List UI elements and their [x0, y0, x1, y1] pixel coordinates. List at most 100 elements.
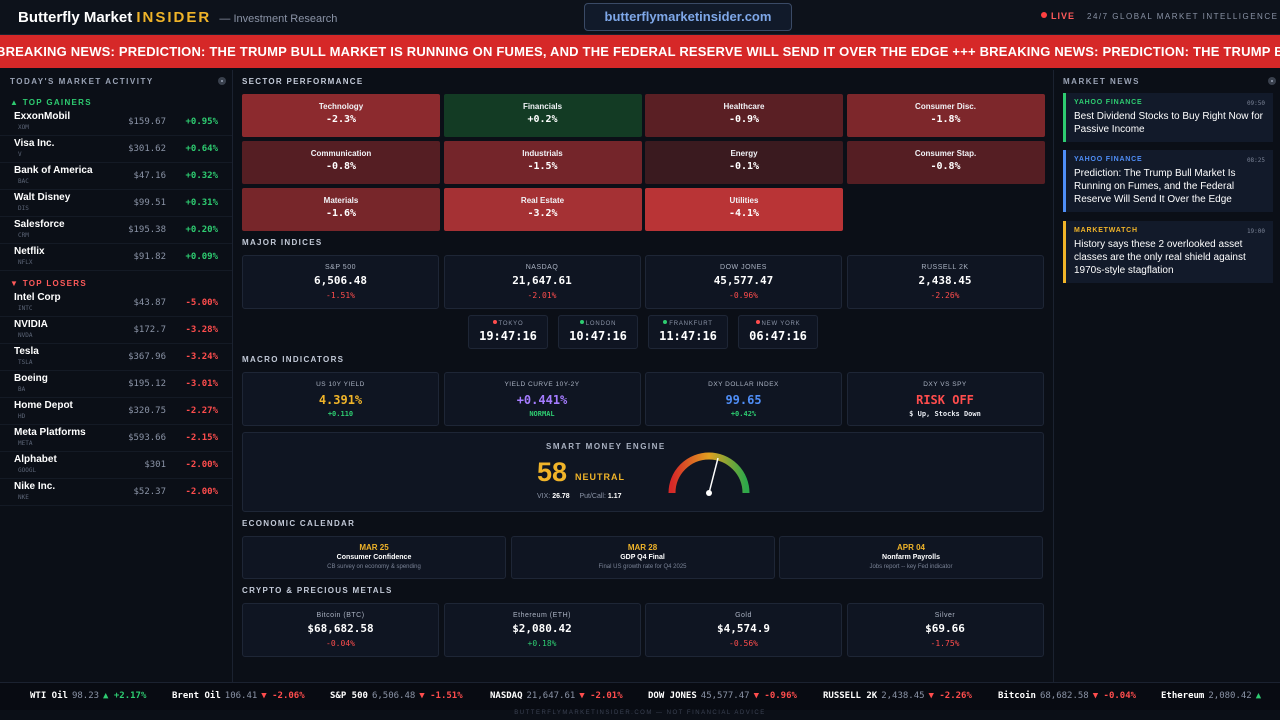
stock-price: $593.66	[128, 433, 166, 443]
asset-card[interactable]: Silver $69.66 -1.75%	[846, 603, 1044, 657]
calendar-event[interactable]: MAR 28 GDP Q4 Final Final US growth rate f…	[510, 536, 775, 579]
stock-row[interactable]: Netflix NFLX $91.82 +0.09%	[0, 244, 232, 271]
calendar-event[interactable]: APR 04 Nonfarm Payrolls Jobs report -- key…	[779, 536, 1043, 579]
stock-row[interactable]: Meta Platforms META $593.66 -2.15%	[0, 425, 232, 452]
asset-card[interactable]: Bitcoin (BTC) $68,682.58 -0.04%	[242, 603, 439, 657]
clock-city: FRANKFURT	[669, 321, 713, 327]
sector-tile[interactable]: Communication -0.8%	[242, 141, 440, 184]
macro-value: +0.441%	[516, 393, 568, 407]
ticker-item[interactable]: NASDAQ 21,647.61 ▼ -2.01%	[490, 691, 623, 701]
macro-card[interactable]: DXY DOLLAR INDEX 99.65 +0.42%	[645, 372, 842, 426]
stock-ticker: BAC	[18, 178, 29, 185]
news-item[interactable]: YAHOO FINANCE 08:25 Prediction: The Trump …	[1063, 150, 1273, 212]
stock-name: Bank of America	[14, 165, 93, 176]
sector-tile[interactable]: Consumer Stap. -0.8%	[846, 141, 1045, 184]
sector-tile[interactable]: Technology -2.3%	[242, 94, 440, 137]
stock-row[interactable]: Home Depot HD $320.75 -2.27%	[0, 398, 232, 425]
engine-meta: VIX: 26.78 Put/Call: 1.17	[537, 493, 622, 500]
ticker-item[interactable]: RUSSELL 2K 2,438.45 ▼ -2.26%	[823, 691, 972, 701]
sector-tile[interactable]: Consumer Disc. -1.8%	[846, 94, 1045, 137]
stock-change: -2.00%	[185, 487, 218, 497]
macro-card[interactable]: DXY VS SPY RISK OFF $ Up, Stocks Down	[846, 372, 1044, 426]
stock-price: $367.96	[128, 352, 166, 362]
stock-change: -3.28%	[185, 325, 218, 335]
ticker-item[interactable]: Brent Oil 106.41 ▼ -2.06%	[172, 691, 305, 701]
index-card[interactable]: S&P 500 6,506.48 -1.51%	[242, 255, 439, 309]
ticker-item[interactable]: S&P 500 6,506.48 ▼ -1.51%	[330, 691, 463, 701]
ticker-name: RUSSELL 2K	[823, 691, 878, 701]
panel-menu-icon[interactable]	[218, 77, 226, 85]
asset-card[interactable]: Ethereum (ETH) $2,080.42 +0.18%	[443, 603, 641, 657]
index-name: RUSSELL 2K	[921, 264, 969, 271]
ticker-name: Brent Oil	[172, 691, 221, 701]
sector-tile[interactable]: Healthcare -0.9%	[645, 94, 843, 137]
calendar-event[interactable]: MAR 25 Consumer Confidence CB survey on ec…	[242, 536, 506, 579]
index-card[interactable]: NASDAQ 21,647.61 -2.01%	[443, 255, 641, 309]
stock-change: +0.32%	[185, 171, 218, 181]
macro-card[interactable]: US 10Y YIELD 4.391% +0.110	[242, 372, 439, 426]
ticker-item[interactable]: Ethereum 2,080.42 ▲	[1161, 691, 1261, 701]
asset-name: Ethereum (ETH)	[513, 612, 571, 619]
stock-row[interactable]: Bank of America BAC $47.16 +0.32%	[0, 163, 232, 190]
stock-row[interactable]: Boeing BA $195.12 -3.01%	[0, 371, 232, 398]
live-indicator: LIVE	[1041, 11, 1075, 21]
clock-city-label: NEW YORK	[739, 320, 817, 327]
major-indices-title: MAJOR INDICES	[242, 238, 323, 247]
stock-price: $47.16	[133, 171, 166, 181]
clock-time: 11:47:16	[659, 329, 717, 343]
index-change: -1.51%	[326, 291, 355, 300]
stock-row[interactable]: Salesforce CRM $195.38 +0.20%	[0, 217, 232, 244]
sector-value: +0.2%	[527, 114, 558, 125]
news-item[interactable]: MARKETWATCH 19:00 History says these 2 ove…	[1063, 221, 1273, 283]
sector-tile[interactable]: Energy -0.1%	[645, 141, 843, 184]
stock-row[interactable]: Nike Inc. NKE $52.37 -2.00%	[0, 479, 232, 506]
stock-ticker: NKE	[18, 494, 29, 501]
clock-city-label: TOKYO	[469, 320, 547, 327]
sector-tile[interactable]: Real Estate -3.2%	[443, 188, 642, 231]
ticker-item[interactable]: Bitcoin 68,682.58 ▼ -0.04%	[998, 691, 1136, 701]
engine-state: NEUTRAL	[575, 472, 625, 482]
top-bar: Butterfly Market INSIDER — Investment Re…	[0, 0, 1280, 35]
ticker-change: ▼ -2.01%	[579, 691, 623, 701]
stock-row[interactable]: Visa Inc. V $301.62 +0.64%	[0, 136, 232, 163]
macro-sub: +0.110	[327, 410, 354, 418]
sector-tile[interactable]: Financials +0.2%	[443, 94, 642, 137]
stock-row[interactable]: Tesla TSLA $367.96 -3.24%	[0, 344, 232, 371]
news-item[interactable]: YAHOO FINANCE 09:50 Best Dividend Stocks t…	[1063, 93, 1273, 142]
ticker-item[interactable]: WTI Oil 98.23 ▲ +2.17%	[30, 691, 146, 701]
sector-value: -3.2%	[527, 208, 558, 219]
breaking-news-banner[interactable]: BREAKING NEWS: PREDICTION: THE TRUMP BUL…	[0, 35, 1280, 68]
ticker-item[interactable]: DOW JONES 45,577.47 ▼ -0.96%	[648, 691, 797, 701]
ticker-value: 98.23	[71, 691, 100, 701]
asset-card[interactable]: Gold $4,574.9 -0.56%	[645, 603, 842, 657]
brand-logo[interactable]: Butterfly Market INSIDER — Investment Re…	[18, 9, 337, 26]
macro-sub: +0.42%	[730, 410, 757, 418]
news-time: 08:25	[1246, 157, 1265, 164]
news-panel-menu-icon[interactable]	[1268, 77, 1276, 85]
asset-change: -1.75%	[930, 639, 960, 648]
stock-row[interactable]: ExxonMobil XOM $159.67 +0.95%	[0, 109, 232, 136]
stock-row[interactable]: Intel Corp INTC $43.87 -5.00%	[0, 290, 232, 317]
top-losers-heading: ▼ TOP LOSERS	[10, 279, 88, 288]
stock-row[interactable]: Walt Disney DIS $99.51 +0.31%	[0, 190, 232, 217]
macro-card[interactable]: YIELD CURVE 10Y-2Y +0.441% NORMAL	[443, 372, 641, 426]
market-news-title: MARKET NEWS	[1063, 77, 1140, 86]
stock-row[interactable]: Alphabet GOOGL $301 -2.00%	[0, 452, 232, 479]
top-gainers-heading: ▲ TOP GAINERS	[10, 98, 92, 107]
site-url-box[interactable]: butterflymarketinsider.com	[584, 3, 792, 31]
index-card[interactable]: RUSSELL 2K 2,438.45 -2.26%	[846, 255, 1044, 309]
sector-value: -0.9%	[728, 114, 760, 125]
sector-tile[interactable]: Utilities -4.1%	[645, 188, 843, 231]
ticker-value: 2,438.45	[881, 691, 925, 701]
news-headline: History says these 2 overlooked asset cl…	[1074, 239, 1246, 276]
index-value: 6,506.48	[314, 274, 367, 287]
index-card[interactable]: DOW JONES 45,577.47 -0.96%	[645, 255, 842, 309]
engine-title: SMART MONEY ENGINE	[546, 442, 666, 451]
stock-row[interactable]: NVIDIA NVDA $172.7 -3.28%	[0, 317, 232, 344]
sector-tile[interactable]: Industrials -1.5%	[443, 141, 642, 184]
sector-tile[interactable]: Materials -1.6%	[242, 188, 440, 231]
event-name: Nonfarm Payrolls	[882, 554, 940, 561]
news-time: 19:00	[1246, 228, 1265, 235]
ticker-value: 6,506.48	[371, 691, 416, 701]
stock-name: Walt Disney	[14, 192, 71, 203]
